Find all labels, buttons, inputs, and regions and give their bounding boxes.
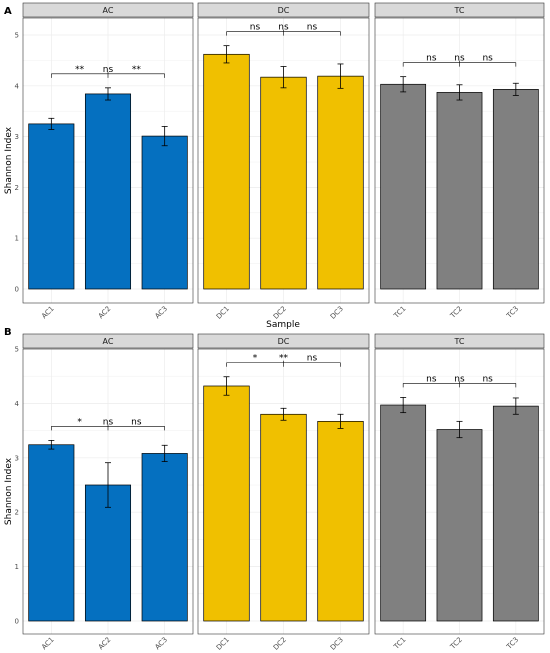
- facet-AC: AC * ns ns AC1 AC2 AC3: [22, 333, 194, 652]
- sig-label: *: [77, 417, 82, 427]
- panel-border: [374, 348, 545, 635]
- sig-label: ns: [426, 54, 437, 64]
- bar-TC2: [436, 429, 483, 622]
- bar-DC3: [317, 421, 364, 622]
- y-tick-label: 3: [15, 133, 19, 141]
- y-tick-label: 2: [15, 509, 19, 517]
- x-tick-label: TC3: [505, 305, 521, 321]
- y-tick-label: 5: [15, 346, 19, 354]
- y-tick-label: 5: [15, 32, 19, 40]
- bar-TC3: [492, 405, 539, 622]
- facet-strip-label: AC: [103, 337, 114, 346]
- x-tick-label: AC1: [40, 636, 56, 652]
- y-tick-label: 1: [15, 235, 19, 243]
- panel-border: [22, 348, 194, 635]
- x-tick-label: DC3: [329, 305, 345, 321]
- x-tick-label: DC2: [272, 636, 288, 652]
- panel-border: [374, 17, 545, 304]
- sig-label: **: [75, 65, 85, 75]
- x-tick-label: DC3: [329, 636, 345, 652]
- sig-label: ns: [103, 65, 114, 75]
- x-tick-label: TC2: [448, 305, 464, 321]
- bar-DC1: [203, 53, 250, 290]
- sig-label: ns: [426, 374, 437, 384]
- sig-label: ns: [307, 23, 318, 33]
- bar-AC1: [28, 444, 75, 622]
- sig-label: *: [253, 354, 258, 364]
- bar-AC1: [28, 123, 75, 290]
- y-tick-label: 0: [15, 286, 19, 294]
- facet-strip-label: AC: [103, 6, 114, 15]
- x-axis-title: Sample: [266, 320, 300, 330]
- x-tick-label: AC3: [154, 636, 170, 652]
- panel-border: [197, 348, 370, 635]
- facet-strip-label: TC: [453, 337, 464, 346]
- x-tick-label: DC1: [215, 636, 231, 652]
- facet-TC: TC ns ns ns TC1 TC2 TC3: [374, 333, 545, 652]
- facet-strip-label: TC: [453, 6, 464, 15]
- sig-label: ns: [131, 417, 142, 427]
- panel-border: [197, 17, 370, 304]
- facet-TC: TC ns ns ns TC1 TC2 TC3: [374, 2, 545, 321]
- facet-AC: AC ** ns ** AC1 AC2 AC3: [22, 2, 194, 321]
- x-tick-label: AC2: [97, 305, 113, 321]
- y-tick-label: 0: [15, 618, 19, 626]
- x-tick-label: DC1: [215, 305, 231, 321]
- bar-TC2: [436, 92, 483, 290]
- facet-strip: [374, 333, 545, 349]
- sig-label: **: [132, 65, 142, 75]
- panel-tag: B: [4, 327, 12, 338]
- bar-AC3: [141, 453, 188, 622]
- facet-strip: [374, 2, 545, 18]
- x-tick-label: TC1: [392, 305, 408, 321]
- bar-TC3: [492, 89, 539, 290]
- y-tick-label: 1: [15, 563, 19, 571]
- panel-tag: A: [4, 6, 12, 17]
- bar-DC2: [260, 76, 307, 290]
- sig-label: ns: [278, 23, 289, 33]
- bar-DC3: [317, 75, 364, 290]
- sig-label: ns: [482, 54, 493, 64]
- bar-TC1: [380, 83, 427, 290]
- x-tick-label: AC3: [154, 305, 170, 321]
- x-tick-label: AC2: [97, 636, 113, 652]
- chart-A: A Shannon Index 0 1 2 3 4 5 AC ** ns ** AC1 AC2 AC3 DC n…: [4, 2, 545, 330]
- bar-DC1: [203, 385, 250, 622]
- bar-AC2: [84, 93, 132, 290]
- x-tick-label: AC1: [40, 305, 56, 321]
- facet-strip: [197, 2, 370, 18]
- x-tick-label: DC2: [272, 305, 288, 321]
- sig-label: ns: [250, 23, 261, 33]
- bar-DC2: [260, 413, 307, 622]
- facet-strip: [197, 333, 370, 349]
- facet-strip: [22, 333, 194, 349]
- facet-strip-label: DC: [278, 337, 290, 346]
- y-axis-title: Shannon Index: [4, 126, 14, 194]
- x-tick-label: TC2: [448, 636, 464, 652]
- y-tick-label: 4: [15, 82, 20, 90]
- facet-strip: [22, 2, 194, 18]
- y-tick-label: 2: [15, 184, 19, 192]
- sig-label: ns: [307, 354, 318, 364]
- bar-TC1: [380, 404, 427, 622]
- panel-border: [22, 17, 194, 304]
- y-tick-label: 4: [15, 400, 20, 408]
- sig-label: ns: [454, 54, 465, 64]
- sig-label: ns: [103, 417, 114, 427]
- facet-strip-label: DC: [278, 6, 290, 15]
- bar-AC3: [141, 135, 188, 290]
- x-tick-label: TC3: [505, 636, 521, 652]
- y-axis-title: Shannon Index: [4, 457, 14, 525]
- x-tick-label: TC1: [392, 636, 408, 652]
- facet-DC: DC ns ns ns DC1 DC2 DC3: [197, 2, 370, 321]
- sig-label: ns: [482, 374, 493, 384]
- sig-label: **: [279, 354, 289, 364]
- sig-label: ns: [454, 374, 465, 384]
- y-tick-label: 3: [15, 454, 19, 462]
